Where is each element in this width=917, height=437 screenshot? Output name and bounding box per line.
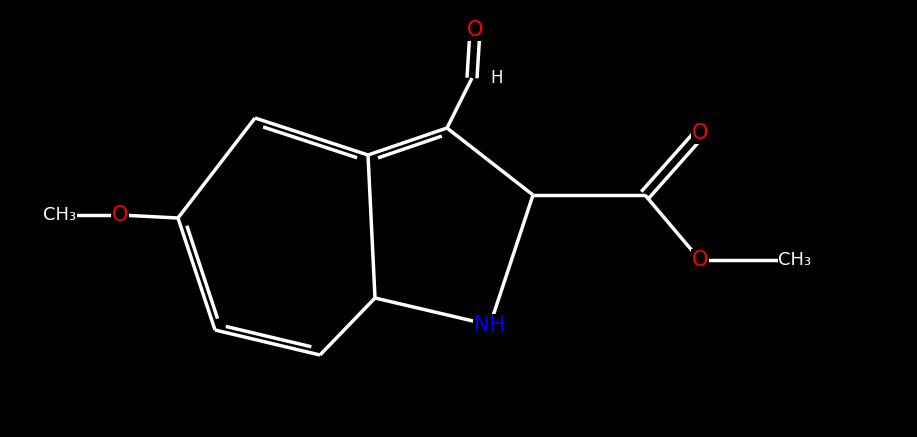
Text: NH: NH (474, 315, 505, 335)
Text: O: O (112, 205, 128, 225)
Text: O: O (691, 123, 708, 143)
Text: H: H (491, 69, 503, 87)
Text: CH₃: CH₃ (43, 206, 76, 224)
Text: O: O (691, 250, 708, 270)
Text: O: O (467, 20, 483, 40)
Text: CH₃: CH₃ (779, 251, 812, 269)
